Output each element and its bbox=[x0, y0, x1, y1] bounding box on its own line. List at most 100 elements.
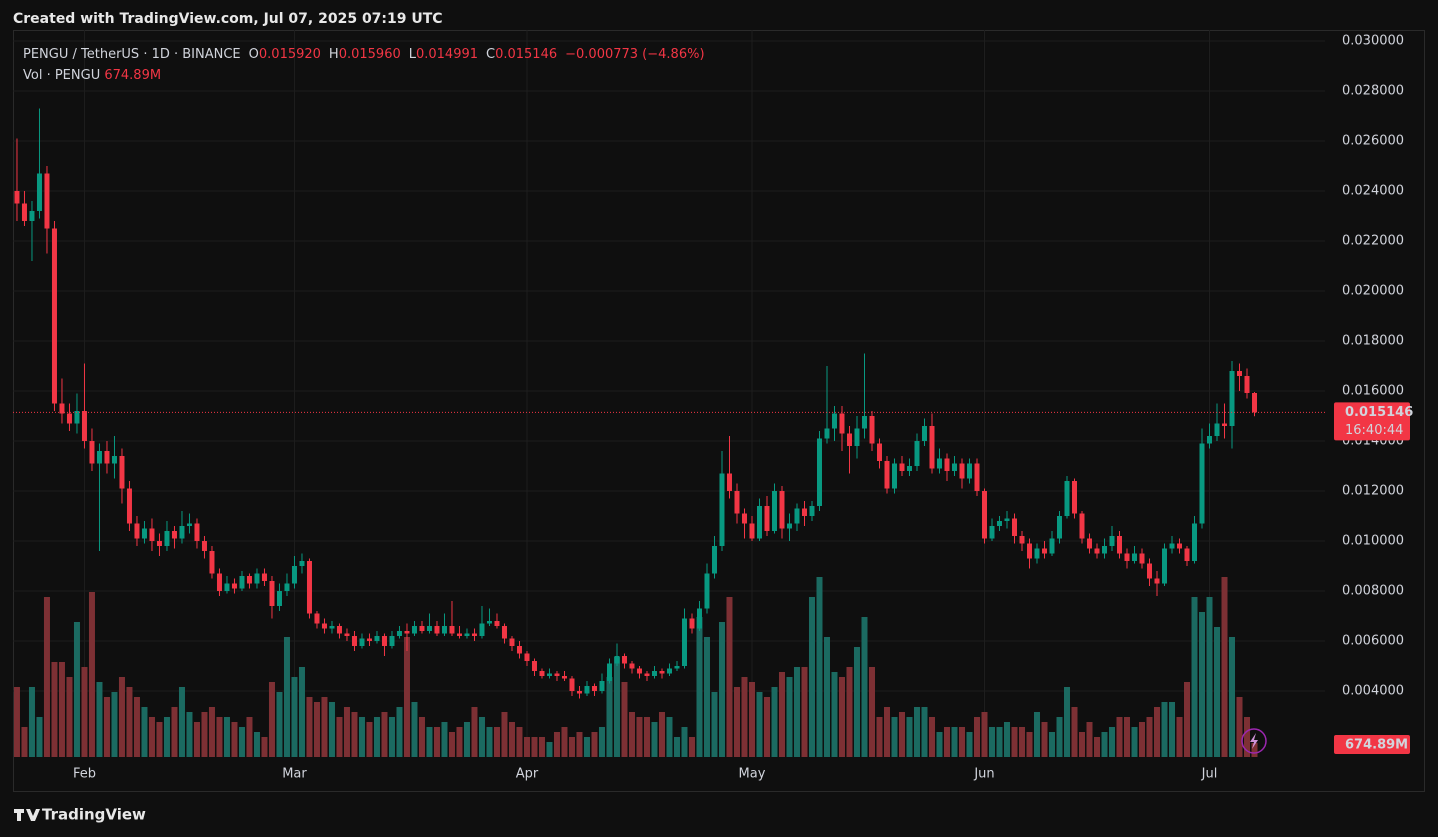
volume-bar bbox=[36, 717, 43, 757]
candle-body bbox=[119, 456, 125, 489]
volume-bar bbox=[958, 727, 965, 757]
candle-body bbox=[456, 633, 462, 636]
candle-body bbox=[1116, 536, 1122, 554]
volume-bar bbox=[351, 712, 358, 757]
volume-bar bbox=[298, 667, 305, 757]
volume-pane bbox=[13, 577, 1258, 757]
candle-body bbox=[546, 673, 552, 676]
volume-bar bbox=[561, 727, 568, 757]
volume-badge bbox=[1334, 735, 1410, 754]
y-tick-label: 0.026000 bbox=[1342, 134, 1404, 149]
volume-bar bbox=[1206, 597, 1213, 757]
candle-body bbox=[606, 663, 612, 681]
candle-body bbox=[749, 523, 755, 539]
candle-body bbox=[134, 523, 140, 539]
candle-body bbox=[734, 491, 740, 514]
volume-bar bbox=[1026, 732, 1033, 757]
candle-body bbox=[1109, 536, 1115, 546]
volume-bar bbox=[396, 707, 403, 757]
candle-body bbox=[644, 673, 650, 676]
ohlc-key: C bbox=[486, 47, 496, 62]
candle-body bbox=[306, 561, 312, 614]
volume-bar bbox=[793, 667, 800, 757]
volume-bar bbox=[508, 722, 515, 757]
volume-bar bbox=[28, 687, 35, 757]
volume-bar bbox=[726, 597, 733, 757]
volume-bar bbox=[531, 737, 538, 757]
lightning-glyph bbox=[1250, 733, 1258, 749]
volume-bar bbox=[673, 737, 680, 757]
volume-bar bbox=[1138, 722, 1145, 757]
candle-body bbox=[891, 463, 897, 489]
volume-bar bbox=[1221, 577, 1228, 757]
volume-name: Vol · PENGU bbox=[23, 68, 101, 83]
candle-body bbox=[299, 561, 305, 566]
candle-body bbox=[239, 576, 245, 589]
volume-bar bbox=[1018, 727, 1025, 757]
volume-bar bbox=[1228, 637, 1235, 757]
candle-body bbox=[426, 626, 432, 631]
y-tick-label: 0.028000 bbox=[1342, 84, 1404, 99]
volume-bar bbox=[88, 592, 95, 757]
volume-bar bbox=[831, 672, 838, 757]
volume-bar bbox=[418, 717, 425, 757]
candle-body bbox=[674, 666, 680, 669]
volume-bar bbox=[756, 692, 763, 757]
volume-bar bbox=[43, 597, 50, 757]
candle-body bbox=[321, 623, 327, 629]
candle-body bbox=[501, 626, 507, 639]
candle-body bbox=[1004, 518, 1010, 521]
ohlc-item: H0.015960 bbox=[329, 47, 401, 62]
volume-bar bbox=[261, 737, 268, 757]
volume-bar bbox=[1056, 717, 1063, 757]
candle-body bbox=[284, 583, 290, 591]
candle-body bbox=[344, 633, 350, 636]
volume-bar bbox=[73, 622, 80, 757]
y-tick-label: 0.010000 bbox=[1342, 534, 1404, 549]
candle-body bbox=[621, 656, 627, 664]
candle-body bbox=[329, 626, 335, 629]
volume-bar bbox=[283, 637, 290, 757]
lightning-icon[interactable] bbox=[1241, 728, 1267, 754]
candle-body bbox=[51, 228, 57, 404]
volume-bar bbox=[463, 722, 470, 757]
volume-bar bbox=[1041, 722, 1048, 757]
volume-bar bbox=[478, 717, 485, 757]
candle-body bbox=[66, 413, 72, 424]
price-badge-label: 0.015146 bbox=[1345, 405, 1413, 420]
volume-bar bbox=[771, 687, 778, 757]
volume-bar bbox=[583, 737, 590, 757]
y-tick-label: 0.004000 bbox=[1342, 684, 1404, 699]
volume-bar bbox=[823, 637, 830, 757]
volume-bar bbox=[186, 712, 193, 757]
candle-body bbox=[1146, 563, 1152, 579]
candle-body bbox=[651, 671, 657, 676]
volume-bar bbox=[448, 732, 455, 757]
y-tick-label: 0.030000 bbox=[1342, 34, 1404, 49]
candle-body bbox=[1019, 536, 1025, 544]
ohlc-value: 0.015146 bbox=[495, 47, 558, 62]
volume-bar bbox=[253, 732, 260, 757]
volume-bar bbox=[1243, 717, 1250, 757]
candle-body bbox=[599, 681, 605, 691]
volume-bar bbox=[846, 667, 853, 757]
candle-body bbox=[1034, 548, 1040, 559]
volume-bar bbox=[118, 677, 125, 757]
candle-body bbox=[719, 473, 725, 546]
volume-bar bbox=[568, 737, 575, 757]
x-tick-label: Jun bbox=[973, 767, 994, 782]
volume-bar bbox=[291, 677, 298, 757]
volume-bar bbox=[501, 712, 508, 757]
candle-body bbox=[254, 573, 260, 584]
volume-bar bbox=[1183, 682, 1190, 757]
volume-bar bbox=[1108, 727, 1115, 757]
candle-body bbox=[1131, 553, 1137, 561]
volume-bar bbox=[328, 702, 335, 757]
candle-body bbox=[479, 623, 485, 636]
volume-bar bbox=[1176, 717, 1183, 757]
candle-body bbox=[636, 668, 642, 674]
volume-bar bbox=[1251, 742, 1258, 757]
volume-bar bbox=[208, 707, 215, 757]
y-tick-label: 0.006000 bbox=[1342, 634, 1404, 649]
